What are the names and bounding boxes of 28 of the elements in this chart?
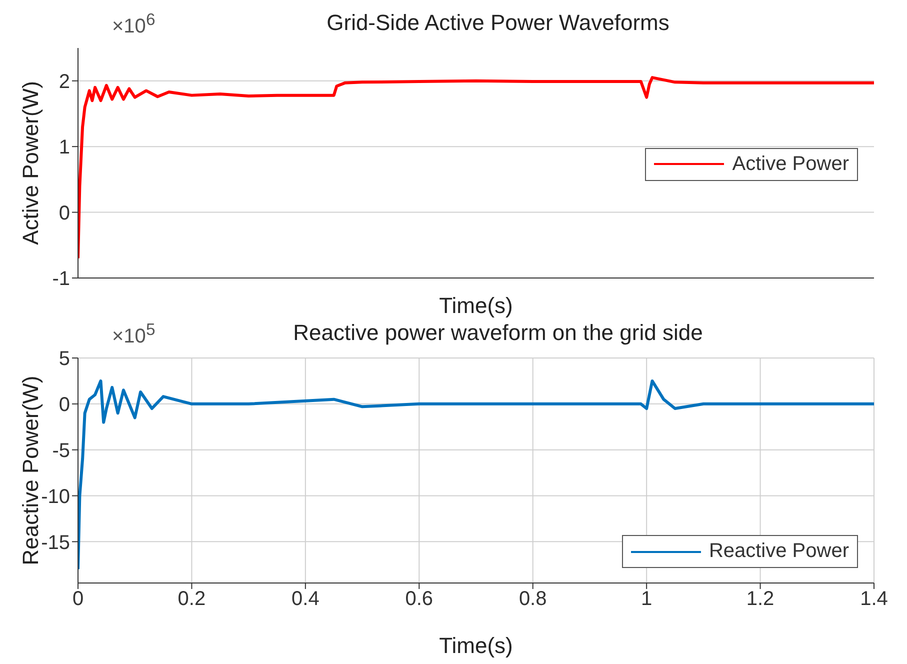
line-series xyxy=(78,76,874,260)
y-axis-title: Active Power(W) xyxy=(18,81,43,245)
x-tick-label: 1 xyxy=(641,588,652,610)
y-axis-title: Reactive Power(W) xyxy=(18,376,43,566)
chart-title: Reactive power waveform on the grid side xyxy=(293,320,703,345)
y-tick-label: 5 xyxy=(58,348,70,370)
x-tick-label: 0.2 xyxy=(178,588,206,610)
x-tick-label: 0.8 xyxy=(518,588,547,610)
y-tick-label: -1 xyxy=(52,268,70,290)
x-axis-title: Time(s) xyxy=(439,633,513,658)
y-tick-label: 0 xyxy=(58,394,70,416)
x-tick-label: 0.6 xyxy=(405,588,434,610)
x-tick-label: 1.2 xyxy=(746,588,774,610)
y-tick-label: -15 xyxy=(41,532,70,554)
x-axis-title: Time(s) xyxy=(439,293,513,318)
x-tick-label: 0.4 xyxy=(292,588,320,610)
text: ×10$^{5}$ xyxy=(112,320,156,349)
legend-label: Reactive Power xyxy=(708,540,849,563)
y-tick-label: 2 xyxy=(58,70,70,93)
y-tick-label: -10 xyxy=(41,486,70,508)
y-tick-label: 0 xyxy=(58,202,70,224)
line-series xyxy=(78,379,874,571)
y-tick-label: -5 xyxy=(52,440,70,462)
chart-title: Grid-Side Active Power Waveforms xyxy=(326,10,670,35)
x-tick-label: 1.4 xyxy=(860,588,888,610)
y-tick-label: 1 xyxy=(58,136,70,159)
text: ×10$^{6}$ xyxy=(112,10,156,39)
legend-label: Active Power xyxy=(732,152,849,176)
